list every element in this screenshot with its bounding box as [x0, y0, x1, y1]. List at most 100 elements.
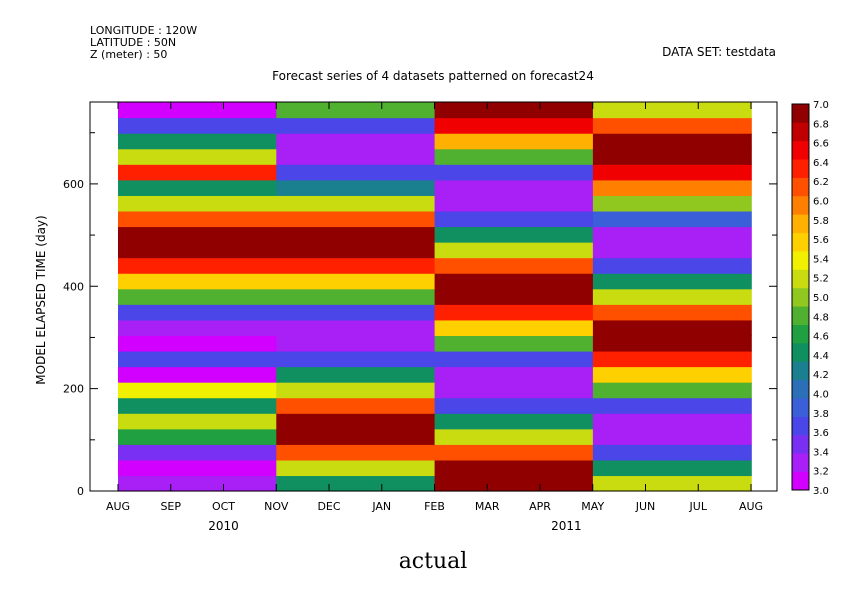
x-tick-label: AUG	[106, 500, 130, 513]
colorbar-swatch	[792, 361, 809, 381]
heatmap-cell	[592, 133, 752, 150]
heatmap-cell	[592, 242, 752, 259]
colorbar-label: 6.8	[813, 119, 829, 130]
colorbar-label: 5.2	[813, 274, 829, 285]
heatmap-cell	[592, 350, 752, 368]
heatmap-cell	[118, 428, 277, 445]
heatmap-cell	[118, 226, 277, 243]
x-year-label: 2011	[551, 519, 582, 533]
heatmap-cell	[118, 210, 277, 228]
colorbar-frame	[791, 103, 810, 491]
colorbar-label: 3.6	[813, 428, 829, 439]
heatmap-cell	[592, 179, 752, 196]
heatmap-cell	[276, 335, 436, 352]
heatmap-cell	[118, 117, 277, 134]
colorbar-label: 5.0	[813, 293, 829, 304]
heatmap-cell	[592, 459, 752, 477]
heatmap-cell	[592, 319, 752, 336]
colorbar-label: 6.2	[813, 177, 829, 188]
info-latitude: LATITUDE : 50N	[90, 36, 176, 49]
heatmap-cell	[434, 366, 594, 383]
colorbar-swatch	[792, 398, 809, 417]
heatmap-cell	[276, 195, 436, 212]
heatmap-cell	[118, 288, 277, 305]
colorbar-label: 3.8	[813, 409, 829, 420]
x-tick-label: JAN	[371, 500, 391, 513]
x-tick-label: FEB	[424, 500, 445, 513]
colorbar-label: 5.6	[813, 235, 829, 246]
colorbar-label: 5.4	[813, 254, 829, 265]
heatmap-cell	[434, 102, 594, 119]
x-tick-label: MAR	[475, 500, 500, 513]
heatmap-cell	[434, 288, 594, 305]
colorbar-swatch	[792, 342, 809, 362]
y-tick-label: 600	[63, 178, 84, 191]
heatmap-cell	[592, 413, 752, 430]
plot-frame	[89, 101, 778, 492]
heatmap-cell	[434, 210, 594, 228]
heatmap-cell	[434, 226, 594, 243]
colorbar-swatch	[792, 159, 809, 178]
heatmap-cell	[592, 148, 752, 165]
colorbar-swatch	[792, 416, 809, 436]
heatmap-cell	[434, 257, 594, 274]
heatmap-cell	[276, 350, 436, 368]
colorbar-swatch	[792, 269, 809, 289]
heatmap-cell	[592, 117, 752, 134]
colorbar-swatch	[792, 140, 809, 160]
colorbar-label: 7.0	[813, 100, 829, 111]
colorbar-label: 6.0	[813, 197, 829, 208]
heatmap-cell	[592, 164, 752, 181]
colorbar-label: 5.8	[813, 216, 829, 227]
heatmap-cell	[434, 444, 594, 461]
heatmap-cell	[276, 428, 436, 445]
heatmap-cell	[592, 366, 752, 383]
colorbar-label: 3.0	[813, 486, 829, 497]
heatmap-cell	[276, 366, 436, 383]
heatmap-cell	[118, 102, 277, 119]
heatmap-cell	[592, 257, 752, 274]
heatmap-cell	[592, 397, 752, 414]
x-tick-label: MAY	[581, 500, 604, 513]
heatmap-cell	[276, 459, 436, 477]
heatmap-cell	[276, 148, 436, 165]
colorbar-swatch	[792, 104, 809, 123]
x-tick-label: DEC	[317, 500, 340, 513]
heatmap-cell	[592, 210, 752, 228]
heatmap-cell	[276, 319, 436, 336]
heatmap-cell	[276, 226, 436, 243]
heatmap-cell	[592, 102, 752, 119]
y-axis-label: MODEL ELAPSED TIME (day)	[34, 215, 48, 384]
colorbar-swatch	[792, 453, 809, 473]
colorbar-label: 6.6	[813, 139, 829, 150]
heatmap-cell	[434, 335, 594, 352]
x-tick-label: JUN	[635, 500, 656, 513]
x-tick-label: APR	[529, 500, 551, 513]
heatmap-cell	[118, 242, 277, 259]
heatmap-cell	[118, 319, 277, 336]
heatmap-cell	[118, 257, 277, 274]
heatmap-cell	[592, 304, 752, 321]
x-tick-label: OCT	[212, 500, 235, 513]
axes: AUG SEP OCT NOV DEC JAN FEB MAR APR MAY JUN JUL AUG 2…	[63, 101, 778, 533]
heatmap-cell	[434, 179, 594, 196]
heatmap-cell	[118, 179, 277, 196]
colorbar-swatch	[792, 306, 809, 325]
heatmap-cell	[276, 102, 436, 119]
heatmap-cell	[434, 397, 594, 414]
colorbar-swatch	[792, 434, 809, 454]
heatmap-cell	[276, 304, 436, 321]
colorbar-label: 4.2	[813, 370, 829, 381]
x-tick-label: AUG	[739, 500, 763, 513]
heatmap-cell	[276, 288, 436, 305]
heatmap-cell	[276, 164, 436, 181]
colorbar-swatch	[792, 195, 809, 215]
heatmap-cell	[434, 148, 594, 165]
heatmap-cell	[276, 117, 436, 134]
heatmap-cell	[118, 413, 277, 430]
heatmap-cell	[592, 288, 752, 305]
heatmap-cell	[434, 133, 594, 150]
heatmap-cell	[434, 428, 594, 445]
heatmap-cell	[434, 117, 594, 134]
heatmap-cell	[118, 195, 277, 212]
